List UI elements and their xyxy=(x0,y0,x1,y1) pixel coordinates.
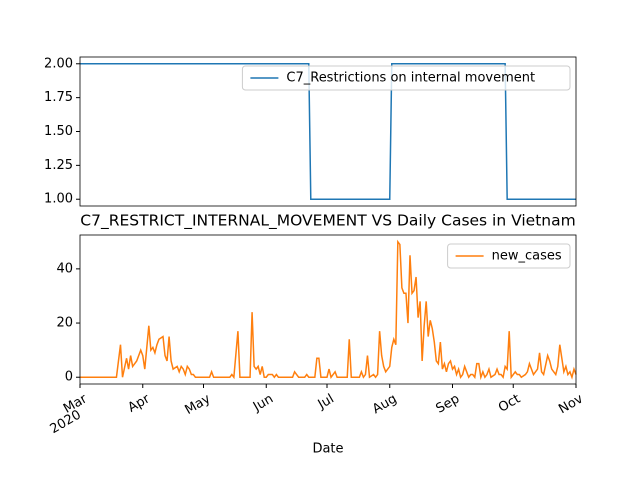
y-tick-label: 1.75 xyxy=(44,90,73,105)
data-line xyxy=(80,239,577,381)
y-tick-label: 0 xyxy=(65,370,73,385)
axes-frame xyxy=(79,234,577,385)
y-tick-label: 1.25 xyxy=(44,158,73,173)
x-axis-label: Date xyxy=(312,442,343,457)
y-tick-label: 2.00 xyxy=(44,56,73,71)
y-tick-label: 1.00 xyxy=(44,192,73,207)
axes-frame xyxy=(79,56,577,207)
y-tick-label: 20 xyxy=(56,316,73,331)
x-tick-label: Jun xyxy=(250,392,276,416)
x-tick-label: May xyxy=(182,391,213,418)
x-tick-label: Oct xyxy=(496,392,523,416)
x-tick-label: Nov xyxy=(556,391,586,417)
x-tick-label: Jul xyxy=(315,392,337,413)
y-tick-label: 40 xyxy=(56,261,73,276)
legend-label: new_cases xyxy=(492,249,562,264)
x-tick-label: Aug xyxy=(370,392,399,418)
x-tick-label: Sep xyxy=(434,392,463,417)
chart-title: C7_RESTRICT_INTERNAL_MOVEMENT VS Daily C… xyxy=(80,212,575,231)
x-tick-label: Apr xyxy=(126,391,154,416)
legend-box xyxy=(241,65,571,91)
legend-label: C7_Restrictions on internal movement xyxy=(286,71,535,86)
y-tick-label: 1.50 xyxy=(44,124,73,139)
legend-box xyxy=(447,243,571,269)
